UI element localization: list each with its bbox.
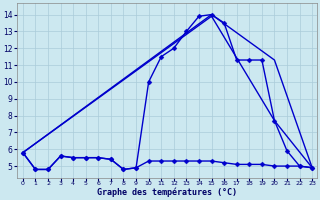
X-axis label: Graphe des températures (°C): Graphe des températures (°C)	[97, 188, 237, 197]
